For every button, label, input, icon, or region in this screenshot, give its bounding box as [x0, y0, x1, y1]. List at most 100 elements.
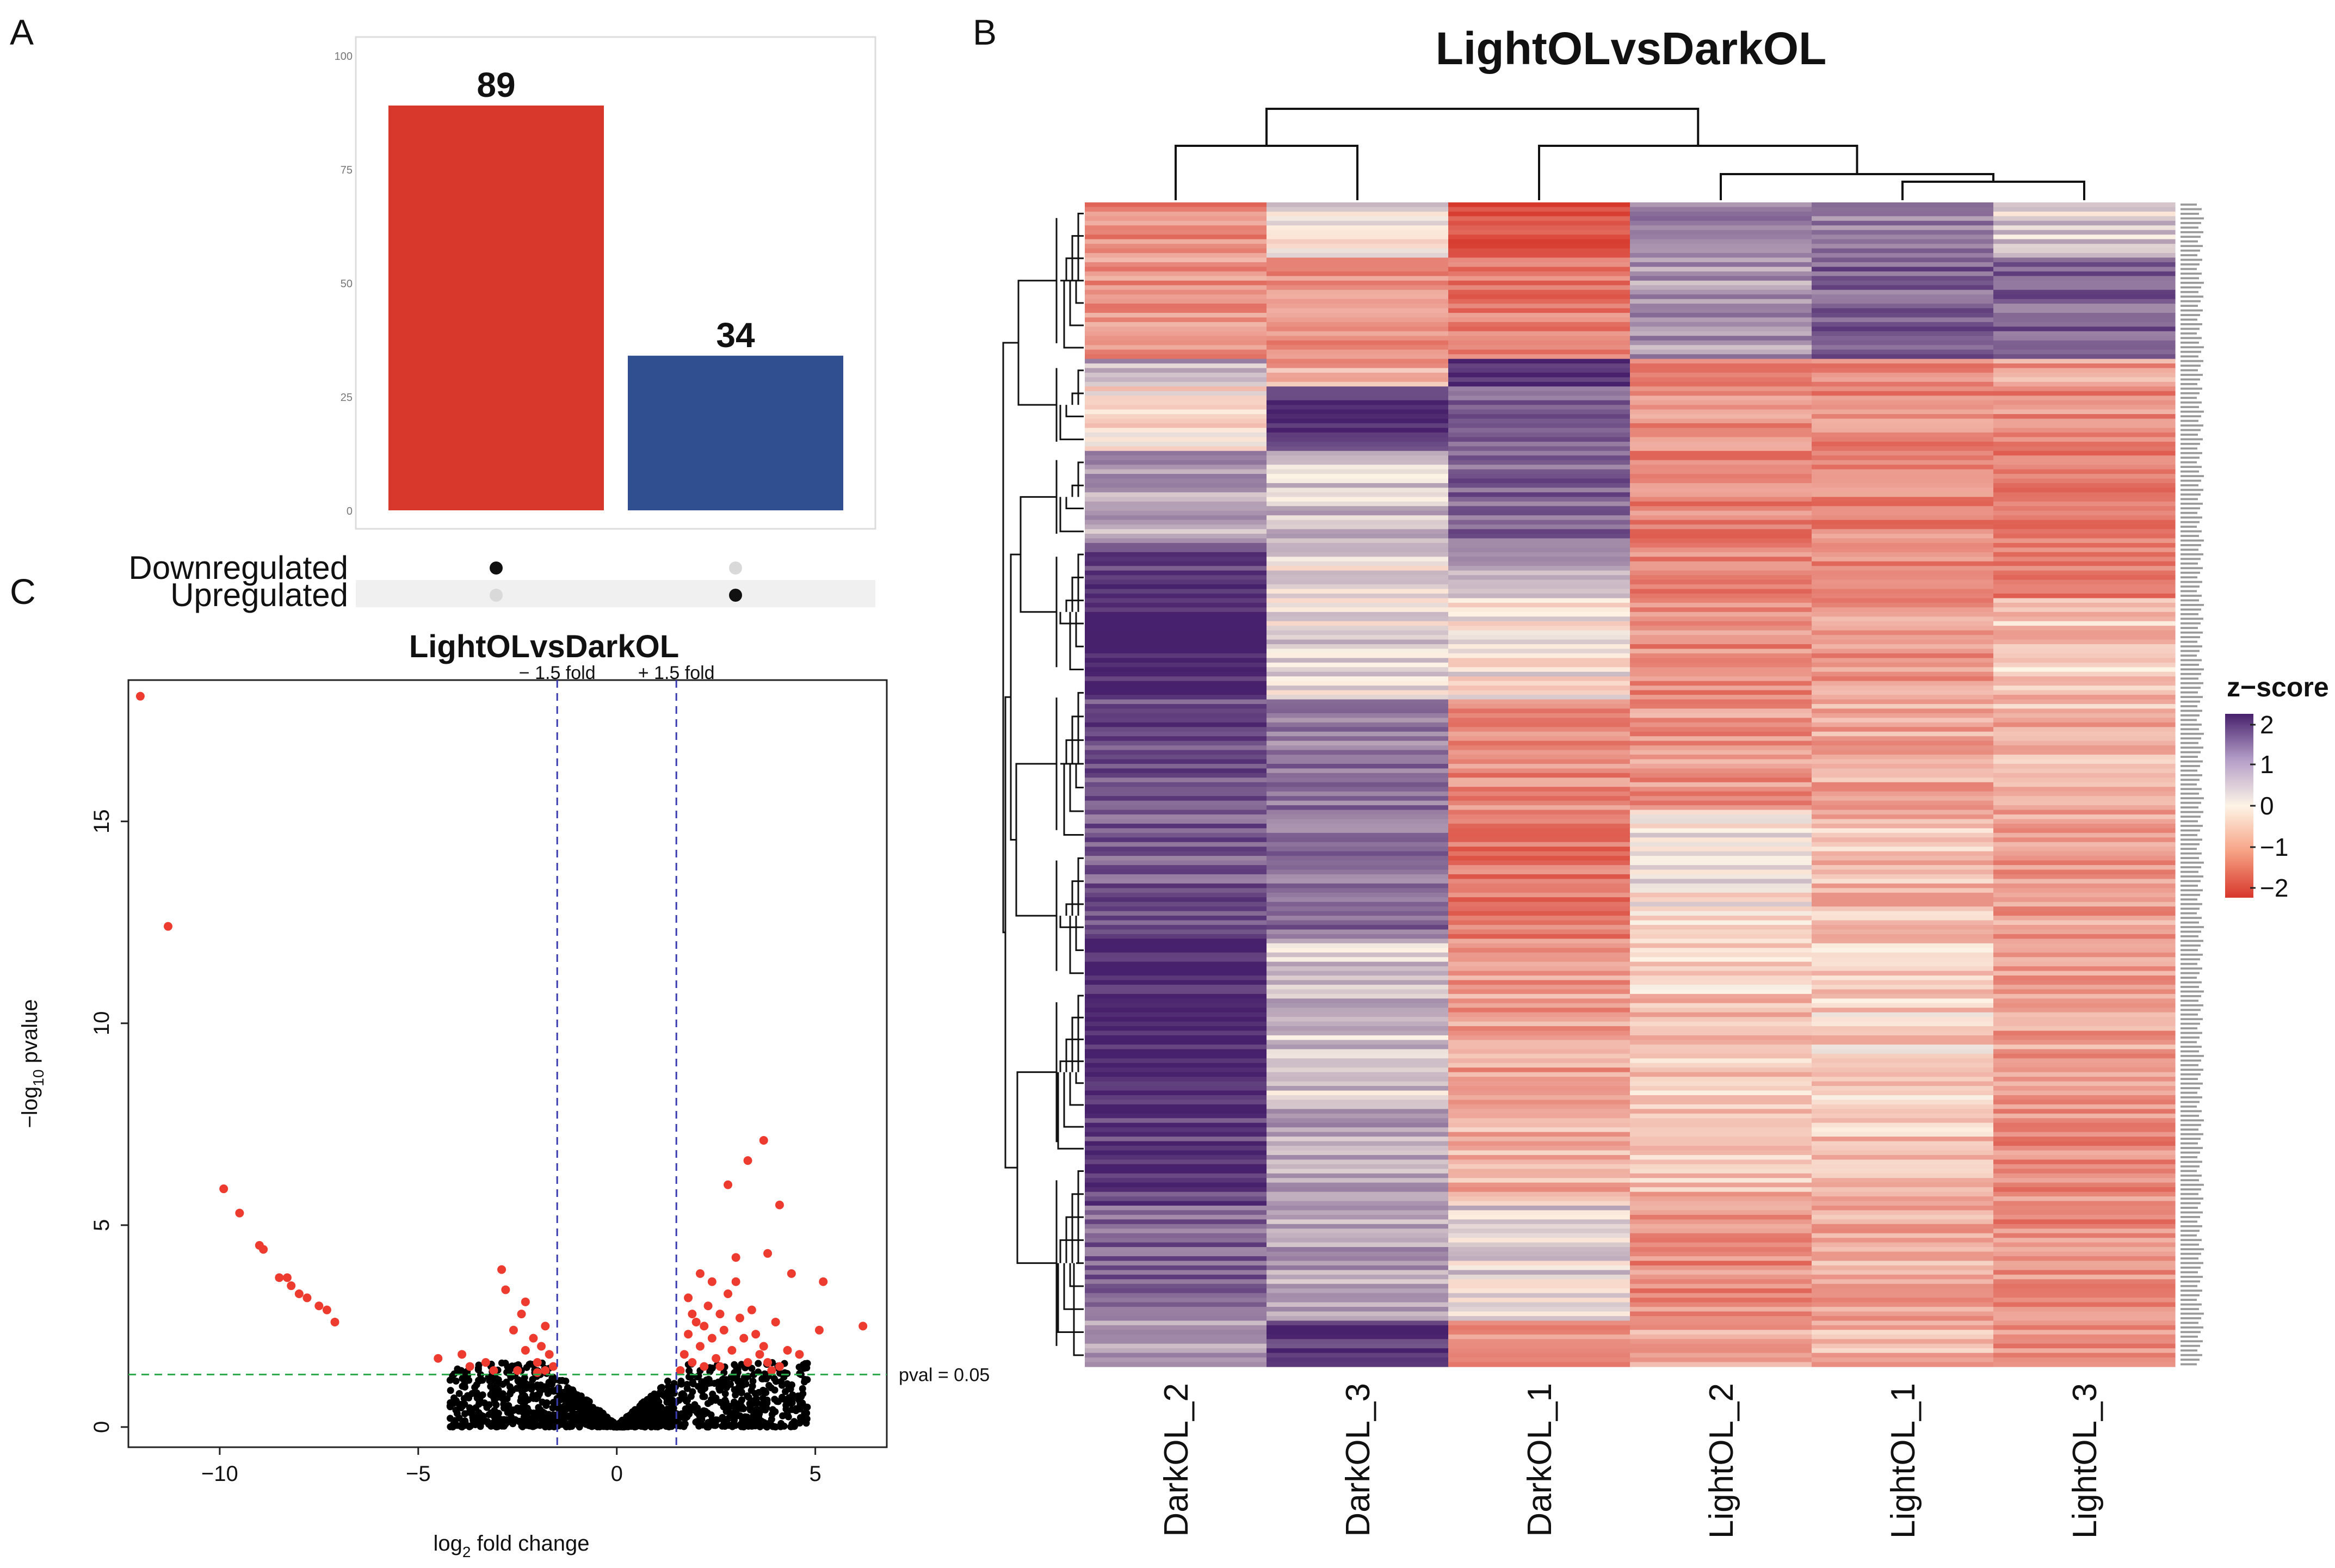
row-label	[2180, 613, 2198, 615]
dendrogram-branch	[1069, 1263, 1084, 1287]
heatmap-cell	[1993, 750, 2176, 755]
row-label	[2180, 705, 2197, 707]
heatmap-cell	[1267, 856, 1449, 861]
row-label	[2180, 281, 2204, 284]
heatmap-cell	[1448, 1187, 1630, 1193]
row-label	[2180, 590, 2197, 592]
heatmap-cell	[1993, 810, 2176, 815]
heatmap-cell	[1267, 1090, 1449, 1096]
heatmap-cell	[1812, 552, 1994, 557]
heatmap-cell	[1448, 1210, 1630, 1215]
heatmap-cell	[1993, 547, 2176, 553]
heatmap-cell	[1448, 1072, 1630, 1077]
heatmap-cell	[1993, 1040, 2176, 1045]
heatmap-cell	[1812, 658, 1994, 663]
heatmap-cell	[1448, 832, 1630, 838]
heatmap-cell	[1993, 262, 2176, 268]
ns-point	[798, 1393, 805, 1400]
heatmap-cell	[1993, 1173, 2176, 1178]
heatmap-cell	[1993, 363, 2176, 369]
heatmap-cell	[1085, 299, 1267, 304]
heatmap-cell	[1267, 510, 1449, 516]
row-label	[2180, 700, 2200, 703]
heatmap-cell	[1448, 800, 1630, 806]
column-dendrogram	[1175, 108, 2085, 200]
heatmap-cell	[1630, 529, 1812, 534]
heatmap-cell	[1267, 768, 1449, 774]
ns-point	[729, 1421, 737, 1428]
sig-point	[695, 1269, 705, 1278]
heatmap-cell	[1448, 1169, 1630, 1174]
row-label	[2180, 645, 2202, 647]
heatmap-cell	[1448, 253, 1630, 258]
heatmap-cell	[1993, 727, 2176, 732]
ns-point	[654, 1406, 662, 1414]
heatmap-cell	[1630, 952, 1812, 958]
row-label	[2180, 1308, 2199, 1310]
heatmap-cell	[1267, 695, 1449, 700]
x-tick-label: −10	[201, 1462, 238, 1486]
heatmap-cell	[1085, 487, 1267, 493]
heatmap-cell	[1812, 1325, 1994, 1330]
ns-point	[656, 1419, 664, 1427]
heatmap-cell	[1630, 566, 1812, 571]
heatmap-cell	[1448, 976, 1630, 981]
heatmap-cell	[1812, 570, 1994, 576]
ns-point	[507, 1388, 515, 1396]
heatmap-cell	[1812, 450, 1994, 456]
heatmap-cell	[1085, 713, 1267, 718]
heatmap-cell	[1630, 1283, 1812, 1289]
heatmap-cell	[1993, 796, 2176, 801]
row-label	[2180, 553, 2203, 555]
heatmap-cell	[1085, 1063, 1267, 1068]
heatmap-cell	[1448, 1201, 1630, 1206]
heatmap-cell	[1630, 856, 1812, 861]
heatmap-cell	[1085, 418, 1267, 424]
heatmap-cell	[1448, 285, 1630, 291]
heatmap-cell	[1812, 791, 1994, 797]
heatmap-cell	[1993, 1077, 2176, 1082]
dendrogram-branch	[1069, 612, 1084, 671]
sig-point	[688, 1358, 697, 1367]
row-label	[2180, 769, 2197, 772]
row-label	[2180, 1018, 2203, 1021]
heatmap-cell	[1812, 220, 1994, 226]
heatmap-cell	[1267, 929, 1449, 935]
heatmap-cell	[1085, 989, 1267, 995]
heatmap-cell	[1085, 1229, 1267, 1234]
heatmap-cell	[1267, 1077, 1449, 1082]
heatmap-cell	[1993, 823, 2176, 829]
panel-label-b: B	[973, 12, 997, 52]
heatmap-cell	[1630, 450, 1812, 456]
heatmap-cell	[1630, 1178, 1812, 1183]
heatmap-cell	[1812, 814, 1994, 820]
sig-point	[489, 1366, 498, 1375]
row-label	[2180, 254, 2197, 256]
heatmap-cell	[1448, 828, 1630, 834]
ns-point	[450, 1418, 458, 1426]
heatmap-cell	[1085, 847, 1267, 852]
heatmap-cell	[1630, 1320, 1812, 1326]
heatmap-cell	[1085, 460, 1267, 465]
heatmap-cell	[1267, 262, 1449, 268]
heatmap-cell	[1085, 1044, 1267, 1050]
heatmap-cell	[1085, 883, 1267, 888]
heatmap-cell	[1085, 773, 1267, 778]
heatmap-cell	[1812, 405, 1994, 410]
heatmap-cell	[1085, 377, 1267, 382]
heatmap-cell	[1448, 1339, 1630, 1344]
heatmap-cell	[1267, 763, 1449, 769]
heatmap-cell	[1993, 1067, 2176, 1073]
heatmap-cell	[1812, 787, 1994, 792]
heatmap-cell	[1993, 957, 2176, 962]
dendrogram-branch	[1071, 1016, 1084, 1072]
heatmap-cell	[1630, 1219, 1812, 1225]
heatmap-cell	[1812, 1040, 1994, 1045]
heatmap-cell	[1448, 340, 1630, 345]
heatmap-cell	[1085, 1169, 1267, 1174]
heatmap-cell	[1448, 1049, 1630, 1054]
heatmap-cell	[1812, 409, 1994, 415]
heatmap-cell	[1630, 234, 1812, 240]
heatmap-cell	[1630, 400, 1812, 405]
heatmap-cell	[1448, 1229, 1630, 1234]
